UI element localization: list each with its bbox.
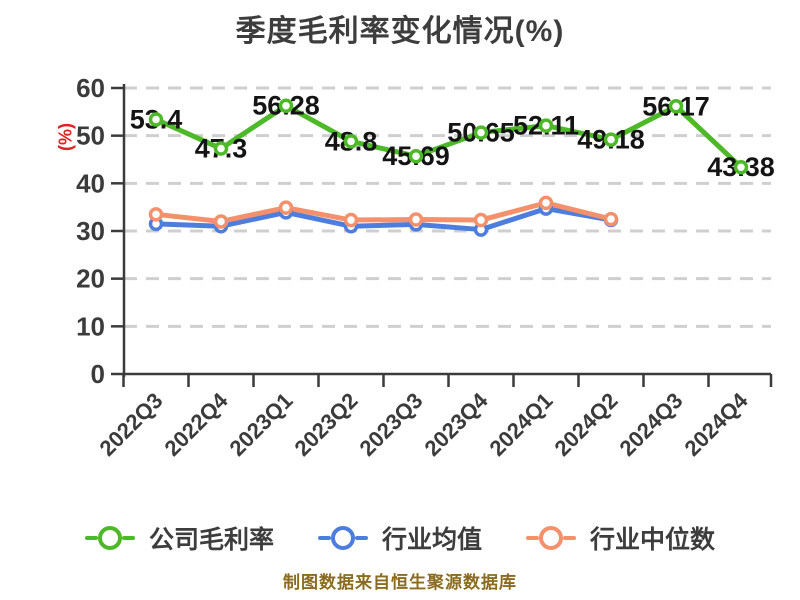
data-source-note: 制图数据来自恒生聚源数据库	[283, 573, 517, 592]
legend-line	[317, 536, 331, 540]
x-axis-label: 2022Q3	[94, 388, 167, 461]
legend-line	[354, 536, 368, 540]
data-point-公司毛利率	[148, 112, 164, 127]
x-axis-label: 2024Q3	[614, 388, 687, 461]
data-point-公司毛利率	[408, 148, 424, 164]
data-point-公司毛利率	[213, 141, 229, 156]
plot-area: 01020304050602022Q32022Q42023Q12023Q2202…	[76, 73, 775, 461]
x-axis-label: 2023Q4	[419, 387, 493, 461]
legend-item-行业中位数[interactable]: 行业中位数	[526, 520, 715, 556]
legend-line	[121, 536, 135, 540]
y-axis-tick-label: 0	[91, 359, 105, 389]
legend-item-行业均值[interactable]: 行业均值	[317, 520, 482, 556]
legend-label: 公司毛利率	[148, 526, 274, 554]
legend-dot-icon	[330, 526, 355, 550]
legend-marker-icon	[84, 526, 135, 550]
legend-label: 行业均值	[381, 526, 482, 554]
legend: 公司毛利率 行业均值 行业中位数	[0, 518, 800, 558]
data-point-公司毛利率	[603, 132, 619, 147]
y-axis-tick-label: 50	[76, 121, 105, 151]
data-point-行业中位数	[278, 200, 294, 215]
x-axis-label: 2022Q4	[159, 387, 233, 461]
data-point-公司毛利率	[668, 99, 684, 114]
data-point-公司毛利率	[733, 159, 749, 175]
y-axis-tick-label: 40	[76, 168, 105, 198]
data-point-公司毛利率	[343, 134, 359, 149]
x-axis-label: 2023Q1	[224, 388, 297, 461]
legend-dot-icon	[539, 526, 563, 550]
x-axis-label: 2024Q4	[679, 387, 753, 461]
legend-marker-icon	[526, 526, 576, 550]
legend-label: 行业中位数	[590, 526, 716, 554]
legend-dot-icon	[97, 526, 122, 550]
data-point-行业中位数	[538, 195, 554, 211]
data-point-行业中位数	[473, 212, 489, 228]
data-point-公司毛利率	[278, 98, 294, 113]
data-point-公司毛利率	[473, 125, 489, 140]
legend-line	[563, 536, 576, 540]
y-axis-tick-label: 10	[76, 311, 105, 341]
data-point-行业中位数	[148, 207, 164, 222]
series-line-行业中位数	[153, 200, 614, 224]
series-line-公司毛利率	[153, 103, 744, 170]
x-axis-label: 2023Q3	[354, 388, 427, 461]
chart-title: 季度毛利率变化情况(%)	[235, 15, 565, 48]
x-axis-label: 2023Q2	[289, 388, 362, 461]
data-point-公司毛利率	[538, 118, 554, 133]
legend-marker-icon	[317, 526, 368, 550]
y-axis-tick-label: 30	[76, 216, 105, 246]
y-axis-tick-label: 20	[76, 264, 105, 294]
legend-line	[84, 536, 98, 540]
x-axis-label: 2024Q2	[549, 388, 622, 461]
x-axis-label: 2024Q1	[484, 388, 557, 461]
data-point-行业中位数	[213, 214, 229, 229]
legend-item-公司毛利率[interactable]: 公司毛利率	[84, 520, 274, 556]
data-point-行业中位数	[603, 211, 619, 227]
series-line-行业均值	[153, 206, 614, 233]
y-axis-tick-label: 60	[76, 73, 105, 103]
data-point-行业中位数	[408, 212, 424, 227]
data-point-行业中位数	[343, 212, 359, 228]
legend-line	[526, 536, 539, 540]
